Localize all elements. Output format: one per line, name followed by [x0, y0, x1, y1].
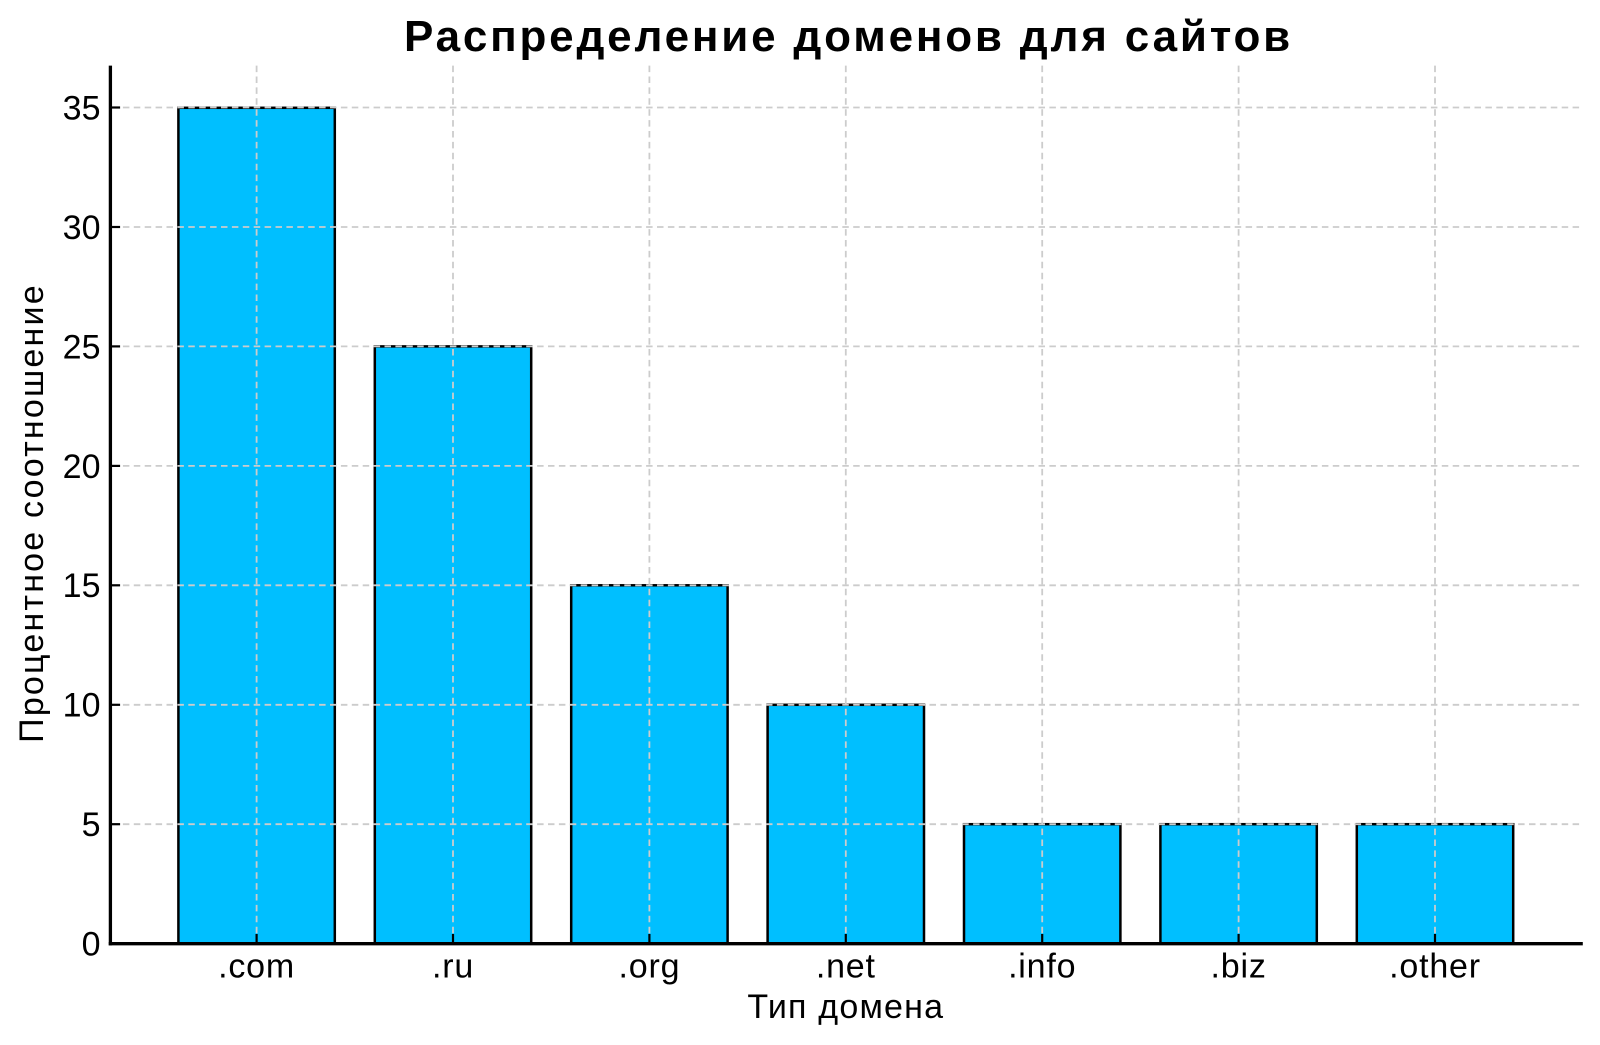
svg-text:Процентное соотношение: Процентное соотношение: [13, 283, 51, 743]
svg-text:15: 15: [63, 567, 101, 605]
svg-text:30: 30: [63, 209, 101, 247]
svg-text:.ru: .ru: [432, 948, 474, 986]
svg-text:25: 25: [63, 328, 101, 366]
svg-text:.com: .com: [218, 948, 295, 986]
svg-text:5: 5: [82, 806, 101, 844]
svg-text:Распределение доменов для сайт: Распределение доменов для сайтов: [404, 12, 1293, 61]
svg-text:35: 35: [63, 89, 101, 127]
svg-text:10: 10: [63, 687, 101, 725]
svg-text:.net: .net: [816, 948, 876, 986]
svg-text:20: 20: [63, 448, 101, 486]
svg-text:0: 0: [82, 926, 101, 964]
svg-text:.org: .org: [619, 948, 681, 986]
svg-text:.other: .other: [1389, 948, 1481, 986]
svg-text:.info: .info: [1008, 948, 1076, 986]
svg-text:Тип домена: Тип домена: [747, 988, 944, 1026]
svg-text:.biz: .biz: [1211, 948, 1267, 986]
